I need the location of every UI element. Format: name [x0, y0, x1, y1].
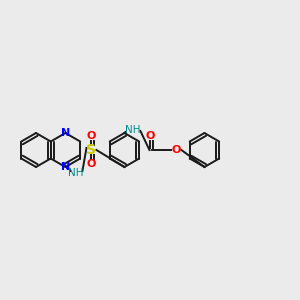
Text: N: N: [61, 162, 70, 172]
Text: O: O: [87, 159, 96, 169]
Text: NH: NH: [125, 125, 140, 135]
Text: N: N: [61, 128, 70, 138]
Text: NH: NH: [68, 168, 83, 178]
Text: S: S: [86, 143, 96, 157]
Text: O: O: [87, 131, 96, 141]
Text: O: O: [172, 145, 181, 155]
Text: O: O: [146, 131, 155, 141]
